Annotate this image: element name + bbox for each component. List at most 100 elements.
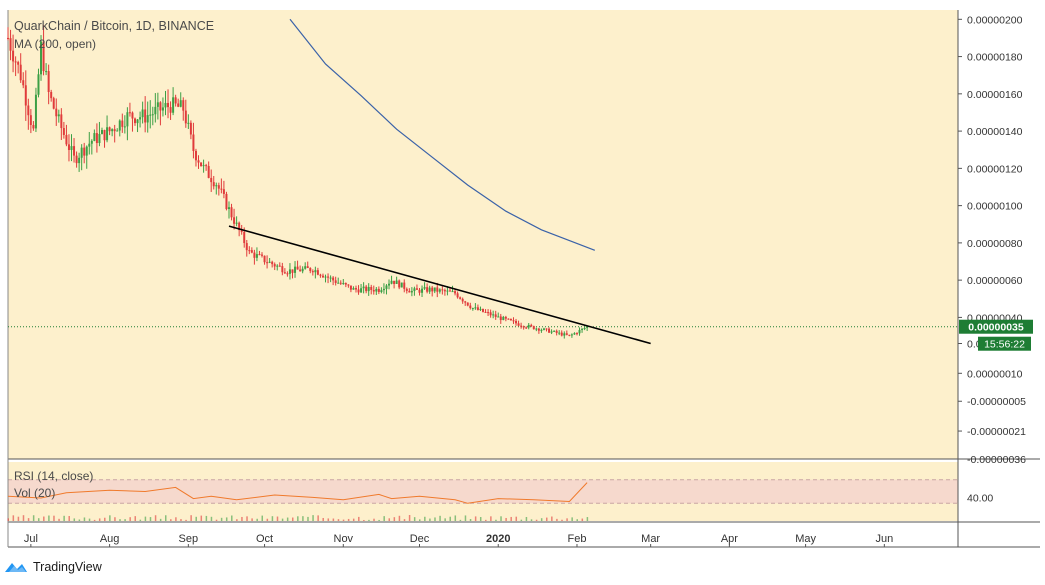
candle-body <box>578 329 581 334</box>
candle-body <box>553 330 556 332</box>
candle-body <box>32 124 35 129</box>
volume-bar <box>241 516 243 521</box>
candle-body <box>540 329 543 331</box>
price-tick-label: -0.00000021 <box>967 426 1026 438</box>
candle-body <box>471 308 474 310</box>
candle-body <box>504 316 507 319</box>
volume-bar <box>561 519 563 521</box>
candle-body <box>497 316 500 318</box>
volume-bar <box>53 515 55 521</box>
volume-bar <box>43 516 45 521</box>
candle-body <box>456 293 459 298</box>
candle-body <box>299 269 302 272</box>
volume-bar <box>546 517 548 521</box>
candle-body <box>291 269 294 273</box>
candle-body <box>238 222 241 231</box>
last-price-tag <box>959 319 1033 334</box>
descending-trendline[interactable] <box>228 225 651 345</box>
candle-body <box>522 326 525 328</box>
candle-body <box>314 270 317 273</box>
volume-bar <box>225 517 228 521</box>
candle-body <box>65 134 68 145</box>
time-axis-label: Feb <box>567 533 586 545</box>
candle-body <box>461 298 464 302</box>
candle-body <box>55 108 58 117</box>
candle-body <box>85 146 88 156</box>
candle-body <box>428 287 431 292</box>
candle-body <box>240 230 243 232</box>
volume-bar <box>124 519 126 521</box>
candle-body <box>268 261 271 263</box>
candle-body <box>200 162 203 167</box>
volume-bar <box>413 517 416 521</box>
candle-body <box>304 266 307 269</box>
candle-body <box>509 318 512 321</box>
candle-body <box>372 289 375 292</box>
volume-bar <box>246 516 248 521</box>
candle-body <box>520 325 523 327</box>
candle-body <box>517 323 520 326</box>
volume-bar <box>32 515 35 521</box>
time-axis-label: Aug <box>100 533 120 545</box>
vol-indicator-label: Vol (20) <box>14 486 56 500</box>
candle-body <box>474 307 477 309</box>
candle-body <box>52 98 55 109</box>
price-tick-label: 0.00000160 <box>967 89 1023 101</box>
candle-body <box>255 254 258 258</box>
candle-body <box>301 268 304 272</box>
candle-body <box>573 333 576 335</box>
candle-body <box>154 106 157 115</box>
candle-body <box>57 114 60 117</box>
volume-bar <box>291 517 294 521</box>
volume-bar <box>434 517 436 521</box>
volume-bar <box>190 515 192 521</box>
rsi-indicator-label: RSI (14, close) <box>14 469 94 483</box>
candle-body <box>167 102 170 108</box>
tradingview-logo-icon <box>5 563 27 572</box>
candle-body <box>62 128 65 135</box>
volume-bar <box>464 515 467 521</box>
candle-body <box>563 333 566 336</box>
candle-body <box>418 289 421 293</box>
volume-bar <box>459 519 462 521</box>
candle-body <box>344 283 347 285</box>
price-tick-label: 0.00000180 <box>967 52 1023 64</box>
volume-bar <box>368 519 370 521</box>
candle-body <box>382 288 385 291</box>
candle-body <box>441 289 444 291</box>
volume-bar <box>231 515 233 521</box>
candle-body <box>187 122 190 124</box>
footer[interactable]: TradingView <box>4 557 102 577</box>
candle-body <box>273 264 276 267</box>
volume-bar <box>571 517 573 521</box>
candle-body <box>182 100 185 111</box>
volume-bar <box>109 515 111 521</box>
candle-body <box>80 147 83 158</box>
countdown-tag <box>978 336 1031 351</box>
candle-body <box>283 272 286 274</box>
volume-bar <box>164 515 167 521</box>
rsi-line <box>7 482 588 504</box>
candle-body <box>47 71 50 92</box>
volume-bar <box>576 519 578 521</box>
candle-body <box>202 165 205 167</box>
brand-label: TradingView <box>33 560 102 574</box>
time-axis-label: May <box>795 533 816 545</box>
volume-bar <box>200 515 203 521</box>
candle-body <box>164 102 167 108</box>
volume-bar <box>393 517 396 521</box>
candle-body <box>385 285 388 289</box>
volume-bar <box>58 518 60 521</box>
volume-bar <box>474 516 477 521</box>
candle-body <box>126 112 129 127</box>
price-tick-label: -0.00000005 <box>967 396 1026 408</box>
candle-body <box>410 290 413 293</box>
volume-bar <box>352 518 355 521</box>
volume-bar <box>520 519 523 521</box>
volume-bar <box>215 519 218 521</box>
volume-bar <box>312 515 314 521</box>
candle-body <box>354 288 357 290</box>
candle-body <box>507 318 510 320</box>
